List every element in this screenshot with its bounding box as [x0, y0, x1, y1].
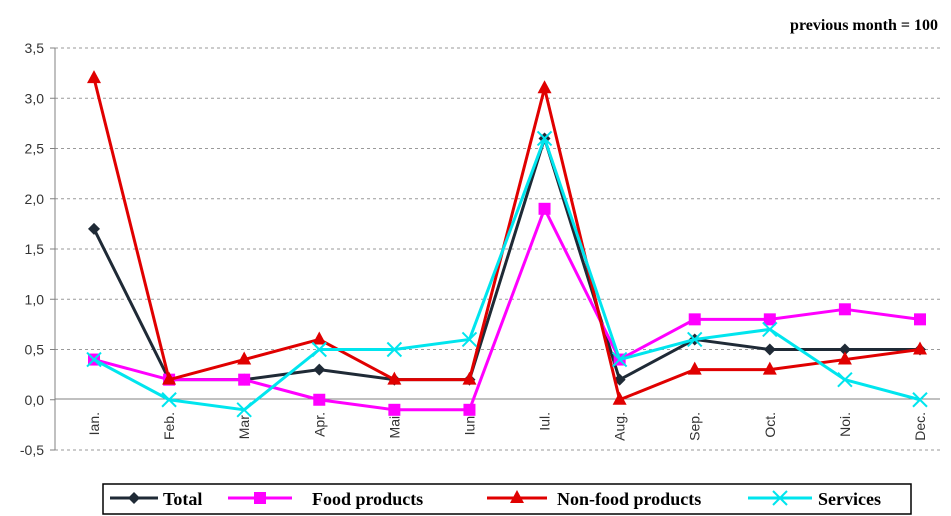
- data-point: [838, 303, 851, 316]
- x-tick-label: Mar.: [236, 412, 252, 439]
- data-point: [912, 392, 928, 408]
- data-point: [386, 341, 403, 358]
- data-point: [611, 351, 628, 368]
- legend-item: Non-food products: [487, 489, 701, 509]
- data-point: [510, 490, 524, 503]
- data-point-stroke: [762, 321, 778, 338]
- legend-label: Total: [163, 489, 202, 509]
- data-point: [763, 313, 776, 326]
- x-tick-label: Dec.: [912, 412, 928, 441]
- data-point: [312, 331, 327, 345]
- y-tick-label: 3,5: [25, 40, 45, 56]
- series-non-food-products: [87, 70, 927, 405]
- y-tick-labels: 3,5 3,0 2,5 2,0 1,5 1,0 0,5 0,0 -0,5: [20, 40, 44, 458]
- data-point: [762, 321, 778, 338]
- data-point: [128, 492, 140, 504]
- y-tick-label: 2,5: [25, 141, 45, 157]
- data-point-stroke: [461, 331, 478, 348]
- data-point: [254, 492, 266, 504]
- data-point: [837, 351, 852, 365]
- x-tick-label: Noi.: [837, 412, 853, 437]
- series-line: [92, 136, 920, 382]
- x-tick-label: Ian.: [86, 412, 102, 435]
- data-point: [687, 361, 702, 375]
- data-point: [311, 341, 327, 358]
- data-point: [387, 371, 402, 385]
- data-point: [88, 222, 100, 235]
- data-point: [463, 403, 476, 416]
- data-point: [687, 331, 703, 348]
- data-point: [388, 403, 401, 416]
- legend-label: Food products: [312, 489, 423, 509]
- legend-label: Services: [818, 489, 881, 509]
- x-tick-label: Feb.: [161, 412, 177, 440]
- data-point: [238, 373, 251, 386]
- data-point: [536, 130, 553, 147]
- data-point: [538, 202, 551, 215]
- series-line: [93, 136, 921, 412]
- data-point-stroke: [311, 341, 327, 358]
- legend-item: Total: [110, 489, 202, 509]
- y-tick-label: 3,0: [25, 90, 45, 106]
- x-tick-label: Oct.: [762, 412, 778, 438]
- data-point-stroke: [236, 402, 252, 418]
- series-line: [92, 77, 921, 402]
- data-point: [313, 393, 326, 406]
- chart-note: previous month = 100: [790, 17, 938, 34]
- x-tick-label: Iun.: [461, 412, 477, 435]
- data-point: [461, 331, 478, 348]
- data-point: [537, 80, 552, 94]
- data-point: [688, 313, 701, 326]
- series-line: [93, 207, 921, 412]
- y-tick-label: 1,0: [25, 291, 45, 307]
- data-point: [162, 371, 177, 385]
- plot-area: [86, 70, 928, 418]
- data-point-stroke: [611, 351, 628, 368]
- legend-label: Non-food products: [557, 489, 701, 509]
- data-point-stroke: [687, 331, 703, 348]
- y-tick-label: 2,0: [25, 191, 45, 207]
- data-point: [87, 70, 101, 84]
- series-total: [88, 132, 926, 386]
- legend: Total Food products Non-food products Servi…: [102, 483, 912, 515]
- data-point: [762, 361, 777, 375]
- gridlines: [50, 47, 940, 451]
- data-point-stroke: [386, 341, 403, 358]
- y-tick-label: -0,5: [20, 442, 44, 458]
- data-point: [612, 391, 627, 405]
- data-point: [86, 351, 102, 368]
- data-point-stroke: [837, 371, 853, 388]
- data-point-stroke: [161, 392, 177, 408]
- data-point: [313, 363, 326, 376]
- data-point-stroke: [86, 351, 102, 368]
- data-point: [236, 402, 252, 418]
- data-point: [913, 341, 927, 355]
- x-tick-label: Aug.: [612, 412, 628, 441]
- x-tick-label: Mai.: [386, 412, 402, 438]
- data-point: [161, 392, 177, 408]
- data-point: [838, 343, 851, 356]
- data-point: [914, 313, 926, 326]
- series-services: [86, 130, 928, 418]
- data-point: [237, 351, 252, 365]
- data-point: [772, 490, 788, 506]
- y-tick-label: 1,5: [25, 241, 45, 257]
- x-tick-label: Sep.: [687, 412, 703, 441]
- data-point: [837, 371, 853, 388]
- data-point: [763, 343, 776, 356]
- data-point-stroke: [772, 490, 788, 506]
- legend-item: Food products: [228, 489, 423, 509]
- x-tick-labels: Ian. Feb. Mar. Apr. Mai. Iun. Iul. Aug. Sep. Oct.…: [86, 412, 928, 441]
- legend-item: Services: [748, 489, 881, 509]
- y-tick-label: 0,0: [25, 392, 45, 408]
- x-tick-label: Iul.: [537, 412, 553, 431]
- data-point-stroke: [536, 130, 553, 147]
- x-tick-label: Apr.: [311, 412, 327, 437]
- data-point: [462, 371, 477, 385]
- y-tick-label: 0,5: [25, 342, 45, 358]
- data-point-stroke: [912, 392, 928, 408]
